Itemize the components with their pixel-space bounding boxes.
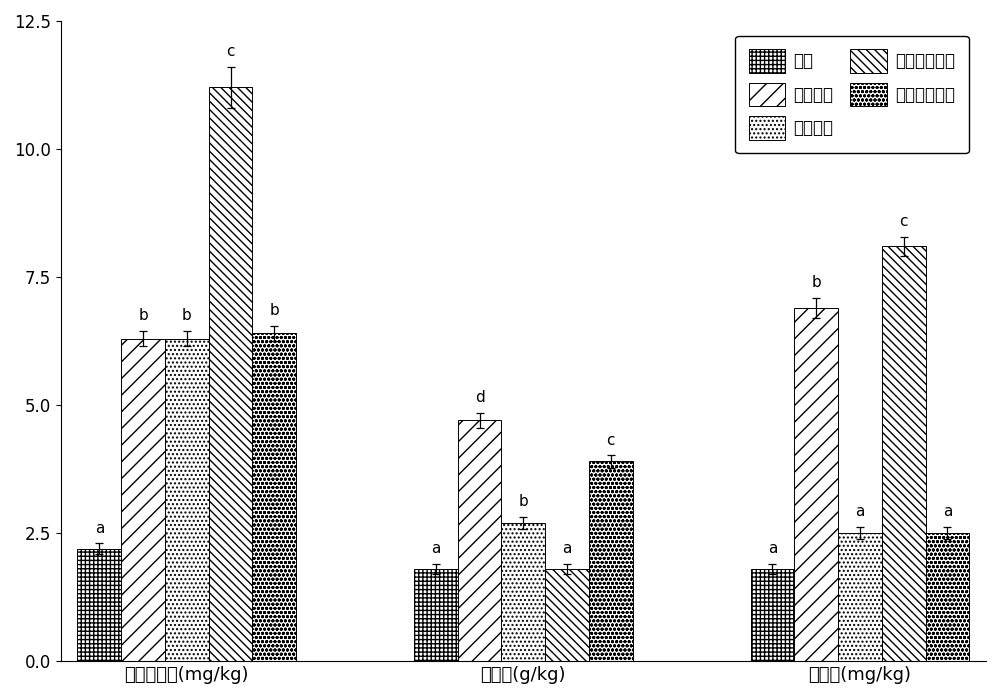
Bar — [751, 569, 794, 661]
Bar — [545, 569, 589, 661]
Bar — [926, 533, 969, 661]
Text: a: a — [943, 505, 952, 519]
Bar — [589, 461, 633, 661]
Bar — [794, 308, 838, 661]
Bar — [838, 533, 882, 661]
Text: a: a — [562, 541, 572, 556]
Text: c: c — [899, 214, 908, 230]
Bar — [165, 339, 209, 661]
Text: a: a — [95, 521, 104, 536]
Bar — [414, 569, 458, 661]
Text: b: b — [269, 303, 279, 318]
Text: b: b — [811, 275, 821, 290]
Text: c: c — [226, 44, 235, 59]
Bar — [77, 549, 121, 661]
Text: a: a — [431, 541, 441, 556]
Text: b: b — [138, 308, 148, 323]
Bar — [501, 523, 545, 661]
Bar — [121, 339, 165, 661]
Bar — [209, 87, 252, 661]
Text: a: a — [855, 505, 865, 519]
Bar — [252, 334, 296, 661]
Text: c: c — [607, 433, 615, 447]
Legend: 对照, 复合菌剂, 固氮菌剂, 光合固碳菌剂, 解磷解钾菌剂: 对照, 复合菌剂, 固氮菌剂, 光合固碳菌剂, 解磷解钾菌剂 — [735, 36, 969, 153]
Text: b: b — [182, 308, 192, 323]
Bar — [882, 246, 926, 661]
Text: b: b — [518, 494, 528, 509]
Text: a: a — [768, 541, 777, 556]
Bar — [458, 420, 501, 661]
Text: d: d — [475, 390, 484, 405]
